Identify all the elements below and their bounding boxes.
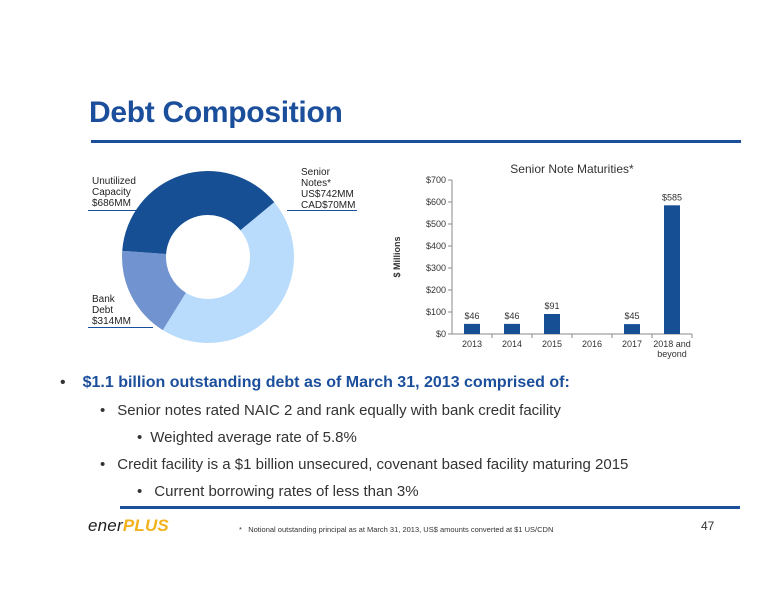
bullet-sub-2: • Credit facility is a $1 billion unsecur… xyxy=(100,456,628,473)
donut-label-bank-debt: Bank Debt $314MM xyxy=(92,294,131,327)
footnote: * Notional outstanding principal as at M… xyxy=(239,525,553,534)
footnote-text: Notional outstanding principal as at Mar… xyxy=(248,525,554,534)
debt-donut-chart xyxy=(122,171,294,343)
data-label: $46 xyxy=(504,311,519,321)
donut-slice-1 xyxy=(122,250,186,331)
donut-label-unutilized: Unutilized Capacity $686MM xyxy=(92,176,136,209)
chart-title: Senior Note Maturities* xyxy=(510,162,634,176)
footnote-marker: * xyxy=(239,525,242,534)
bullet-sub-1-text: Senior notes rated NAIC 2 and rank equal… xyxy=(117,402,561,419)
data-label: $45 xyxy=(624,311,639,321)
data-label: $91 xyxy=(544,301,559,311)
donut-leader-senior-notes xyxy=(287,210,357,211)
x-tick-label: 2016 xyxy=(582,339,602,349)
y-tick-label: $500 xyxy=(426,219,446,229)
data-label: $585 xyxy=(662,192,682,202)
y-tick-label: $0 xyxy=(436,329,446,339)
page-title: Debt Composition xyxy=(89,96,343,129)
donut-leader-unutilized xyxy=(88,210,168,211)
donut-leader-bank-debt xyxy=(88,327,153,328)
bar-2014 xyxy=(504,323,520,334)
footer-divider xyxy=(120,506,740,509)
bullet-sub-1: • Senior notes rated NAIC 2 and rank equa… xyxy=(100,402,561,419)
y-tick-label: $700 xyxy=(426,175,446,185)
bullet-marker: • xyxy=(100,456,106,473)
page-number: 47 xyxy=(701,519,715,533)
donut-label-senior-notes: Senior Notes* US$742MM CAD$70MM xyxy=(301,167,356,211)
bar-2017 xyxy=(624,324,640,334)
bullet-main-text: $1.1 billion outstanding debt as of Marc… xyxy=(82,374,570,391)
enerplus-logo: enerPLUS xyxy=(88,516,169,535)
bullet-sub-1a-text: Weighted average rate of 5.8% xyxy=(150,429,357,446)
y-tick-label: $300 xyxy=(426,263,446,273)
y-tick-label: $200 xyxy=(426,285,446,295)
bullet-sub-2-text: Credit facility is a $1 billion unsecure… xyxy=(117,456,629,473)
x-tick-label: 2015 xyxy=(542,339,562,349)
donut-slice-0 xyxy=(162,202,294,343)
data-label: $46 xyxy=(464,311,479,321)
bullet-marker: • xyxy=(60,374,66,391)
x-tick-label: 2018 and xyxy=(653,339,691,349)
x-tick-label: 2014 xyxy=(502,339,522,349)
bullet-marker: • xyxy=(137,483,143,500)
y-tick-label: $600 xyxy=(426,197,446,207)
bar-2018 xyxy=(664,205,680,334)
bar-2015 xyxy=(544,313,560,334)
bullet-sub-2a-text: Current borrowing rates of less than 3% xyxy=(154,483,419,500)
bullet-marker: • xyxy=(137,429,143,446)
x-tick-label: 2017 xyxy=(622,339,642,349)
bar-2013 xyxy=(464,323,480,334)
senior-note-maturities-chart: Senior Note Maturities* $ Millions $0 $100 $… xyxy=(392,162,693,359)
y-tick-label: $100 xyxy=(426,307,446,317)
bullet-marker: • xyxy=(100,402,106,419)
donut-slice-2 xyxy=(122,171,275,254)
y-axis-label: $ Millions xyxy=(392,236,402,277)
bullet-main: • $1.1 billion outstanding debt as of Mar… xyxy=(60,374,570,392)
title-divider xyxy=(91,140,741,143)
bullet-sub-1a: • Weighted average rate of 5.8% xyxy=(137,429,357,446)
x-tick-label: beyond xyxy=(657,349,687,359)
y-tick-label: $400 xyxy=(426,241,446,251)
x-tick-label: 2013 xyxy=(462,339,482,349)
bullet-sub-2a: • Current borrowing rates of less than 3% xyxy=(137,483,419,500)
